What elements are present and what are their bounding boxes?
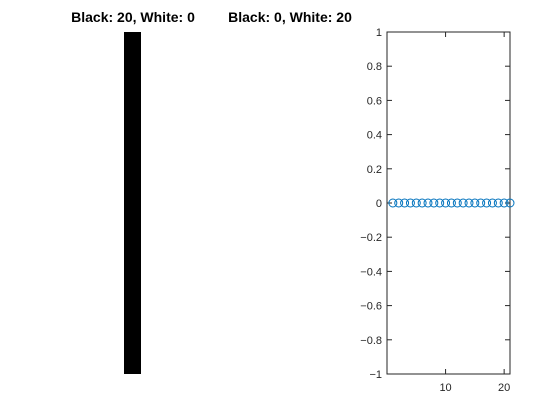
- y-tick-label: 0.8: [367, 61, 382, 73]
- data-point: [470, 198, 480, 208]
- data-point: [446, 198, 456, 208]
- x-ticks: 10 20: [439, 32, 510, 394]
- left-panel-title: Black: 20, White: 0: [71, 9, 195, 25]
- y-tick-label: 0.4: [367, 130, 382, 142]
- data-points: [388, 198, 515, 208]
- y-tick-label: 0.6: [367, 95, 382, 107]
- data-point: [429, 198, 439, 208]
- data-point: [394, 198, 404, 208]
- data-point: [476, 198, 486, 208]
- y-tick-label: 0: [376, 198, 382, 210]
- data-point: [482, 198, 492, 208]
- data-point: [452, 198, 462, 208]
- data-point: [388, 198, 398, 208]
- data-point: [405, 198, 415, 208]
- y-tick-label: −0.6: [360, 301, 382, 313]
- x-tick-label: 20: [498, 382, 510, 394]
- black-bar: [124, 32, 141, 374]
- data-point: [464, 198, 474, 208]
- data-point: [441, 198, 451, 208]
- plot-axes: [386, 31, 511, 375]
- data-point: [423, 198, 433, 208]
- data-point: [400, 198, 410, 208]
- data-point: [487, 198, 497, 208]
- data-point: [493, 198, 503, 208]
- y-tick-label: −1: [369, 369, 382, 381]
- data-point: [411, 198, 421, 208]
- y-tick-label: −0.8: [360, 335, 382, 347]
- y-tick-label: −0.2: [360, 232, 382, 244]
- middle-panel-title: Black: 0, White: 20: [228, 9, 352, 25]
- data-point: [435, 198, 445, 208]
- y-ticks: −1 −0.8 −0.6 −0.4 −0.2 0 0.2 0.4 0.6 0.8 1: [360, 27, 510, 381]
- x-tick-label: 10: [439, 382, 451, 394]
- y-tick-label: 0.2: [367, 164, 382, 176]
- data-point: [417, 198, 427, 208]
- data-point: [458, 198, 468, 208]
- data-point: [499, 198, 509, 208]
- axes-box: [386, 31, 511, 375]
- data-point: [505, 198, 515, 208]
- y-tick-label: 1: [376, 27, 382, 39]
- y-tick-label: −0.4: [360, 266, 382, 278]
- white-bar: [281, 32, 298, 374]
